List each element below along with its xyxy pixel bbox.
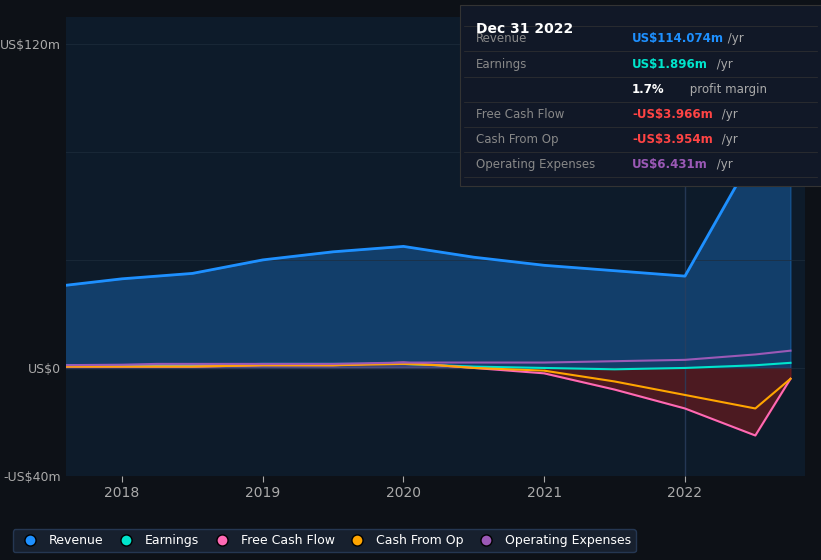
Text: US$6.431m: US$6.431m bbox=[632, 158, 708, 171]
Legend: Revenue, Earnings, Free Cash Flow, Cash From Op, Operating Expenses: Revenue, Earnings, Free Cash Flow, Cash … bbox=[13, 529, 635, 552]
Text: /yr: /yr bbox=[713, 158, 733, 171]
Text: 1.7%: 1.7% bbox=[632, 83, 665, 96]
Text: -US$3.954m: -US$3.954m bbox=[632, 133, 713, 146]
Text: US$114.074m: US$114.074m bbox=[632, 32, 724, 45]
Text: -US$3.966m: -US$3.966m bbox=[632, 108, 713, 121]
Text: /yr: /yr bbox=[718, 133, 738, 146]
Text: Earnings: Earnings bbox=[476, 58, 528, 71]
Text: Cash From Op: Cash From Op bbox=[476, 133, 558, 146]
Text: Dec 31 2022: Dec 31 2022 bbox=[476, 22, 573, 36]
Text: /yr: /yr bbox=[713, 58, 733, 71]
Text: Operating Expenses: Operating Expenses bbox=[476, 158, 595, 171]
Text: profit margin: profit margin bbox=[686, 83, 768, 96]
Text: Revenue: Revenue bbox=[476, 32, 528, 45]
Text: US$1.896m: US$1.896m bbox=[632, 58, 708, 71]
Text: Free Cash Flow: Free Cash Flow bbox=[476, 108, 565, 121]
Text: /yr: /yr bbox=[724, 32, 744, 45]
Text: /yr: /yr bbox=[718, 108, 738, 121]
